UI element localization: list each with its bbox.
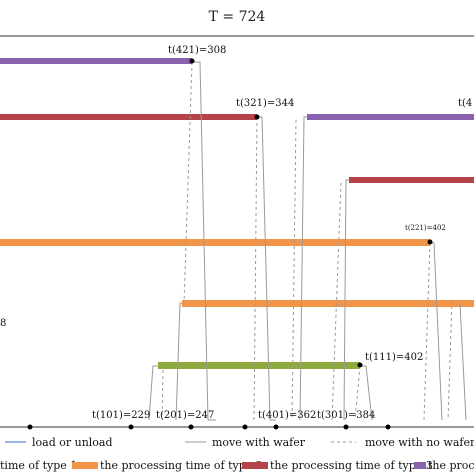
bar-type3-right — [349, 177, 474, 183]
dot-t101 — [128, 424, 134, 430]
legend-type4-swatch — [414, 462, 426, 469]
paths-no-wafer — [161, 61, 453, 421]
bar-type1 — [158, 362, 360, 369]
bar-type4-right — [307, 114, 474, 120]
paths-with-wafer — [148, 61, 467, 421]
legend-type3-swatch — [242, 462, 268, 469]
legend-no-wafer-label: move with no wafer — [365, 436, 474, 449]
dot-t221 — [427, 239, 433, 245]
dot-t301 — [343, 424, 349, 430]
bar-type4-top — [0, 58, 192, 64]
bar-type2-second — [182, 300, 474, 307]
legend-type2-swatch — [72, 462, 98, 469]
bar-type3-upper — [0, 114, 257, 120]
legend-type2-label: the processing time of type 2 — [100, 459, 263, 472]
bar-type2-long — [0, 239, 430, 246]
dot-t111 — [357, 362, 363, 368]
dot-axis-b — [242, 424, 248, 430]
label-t111: t(111)=402 — [365, 352, 423, 363]
label-t201: t(201)=247 — [156, 410, 214, 421]
diagram-title: T = 724 — [208, 9, 266, 25]
dot-axis-a — [27, 424, 33, 430]
dot-axis-c — [385, 424, 391, 430]
legend-type3-label: the processing time of type 3 — [270, 459, 433, 472]
legend-type4-label: the proc — [428, 459, 474, 472]
dot-t421 — [189, 58, 195, 64]
label-t421: t(421)=308 — [168, 45, 226, 56]
event-dots — [27, 58, 433, 430]
legend-type1-label: time of type 1 — [0, 459, 77, 472]
dot-t321 — [254, 114, 260, 120]
dot-t401 — [273, 424, 279, 430]
label-t401: t(401)=362 — [258, 410, 316, 421]
label-t4-cut: t(4 — [458, 98, 472, 109]
dot-t201 — [188, 424, 194, 430]
label-t101: t(101)=229 — [92, 410, 150, 421]
label-t221: t(221)=402 — [405, 224, 446, 232]
label-t301: t(301)=384 — [317, 410, 375, 421]
label-t321: t(321)=344 — [236, 98, 294, 109]
left-edge-label: 8 — [0, 318, 6, 329]
legend-load-label: load or unload — [32, 436, 113, 449]
legend-with-wafer-label: move with wafer — [212, 436, 306, 449]
